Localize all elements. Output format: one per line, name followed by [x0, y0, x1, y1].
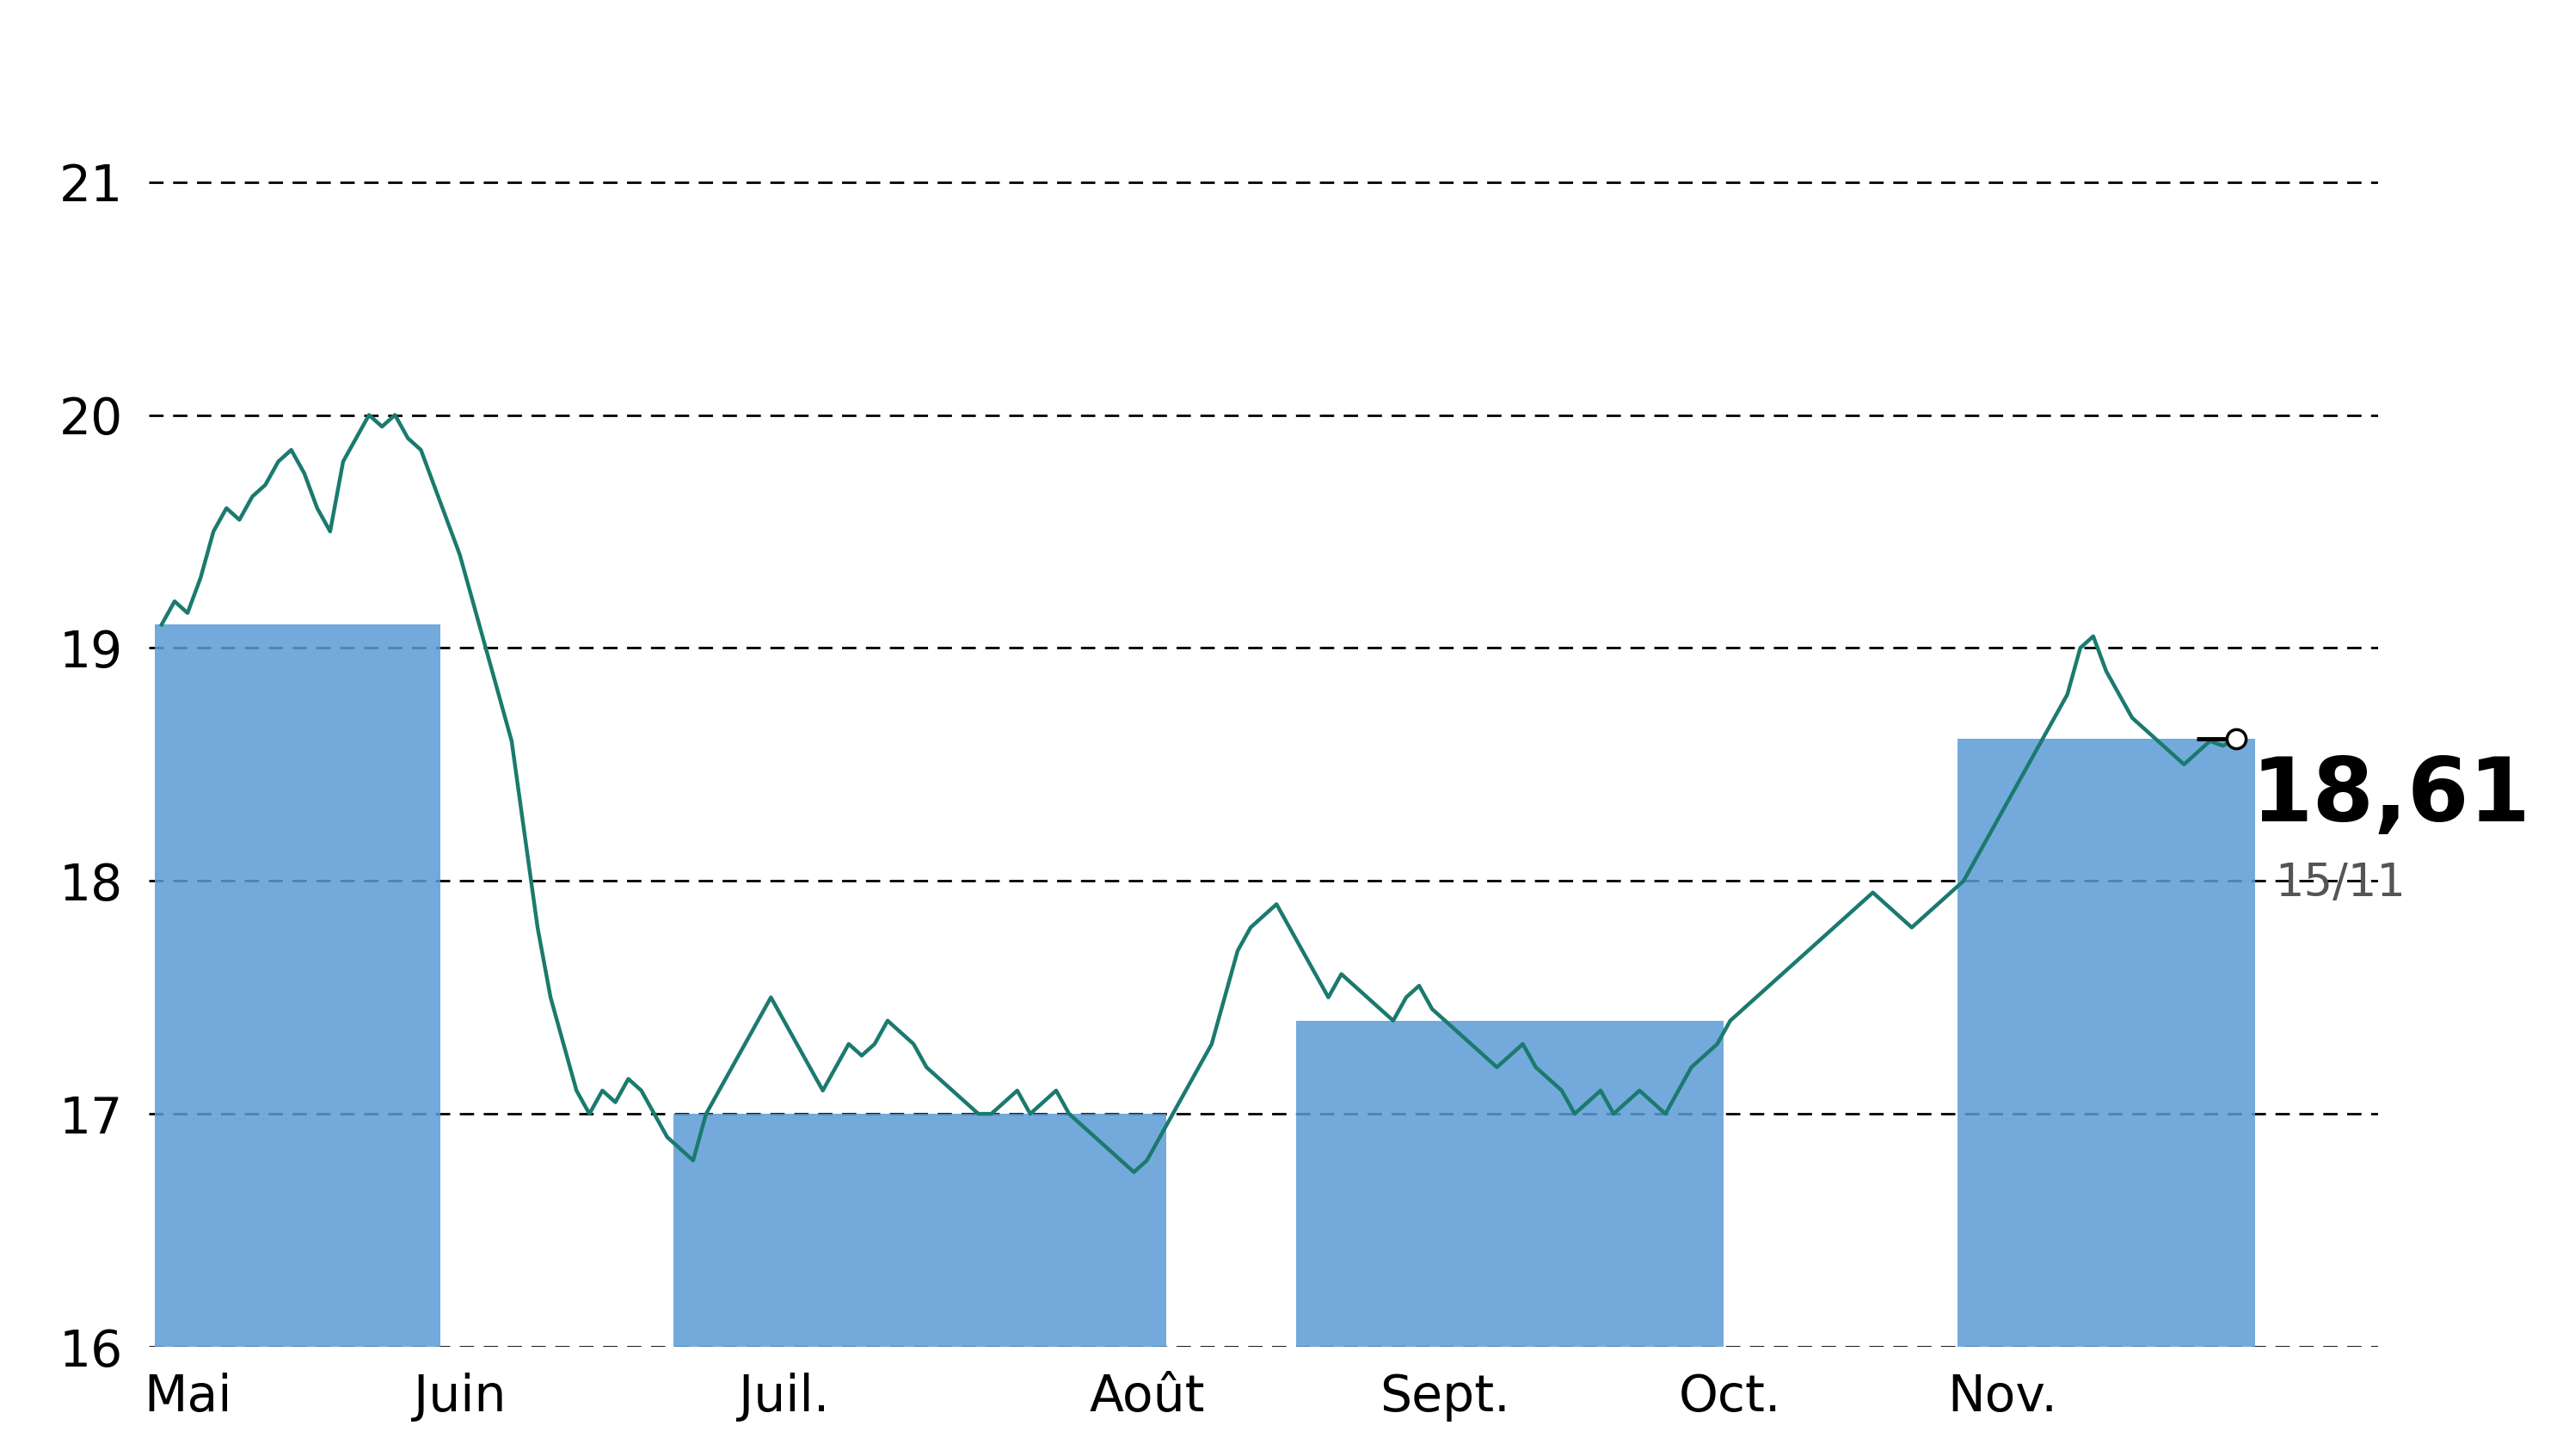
Text: CRCAM BRIE PIC2CCI: CRCAM BRIE PIC2CCI	[669, 16, 1894, 118]
Text: 15/11: 15/11	[2276, 860, 2404, 906]
Bar	[1297, 1021, 1725, 1347]
Text: 18,61: 18,61	[2250, 754, 2530, 840]
Bar	[674, 1114, 1166, 1347]
Bar	[1958, 738, 2255, 1347]
Bar	[156, 625, 441, 1347]
